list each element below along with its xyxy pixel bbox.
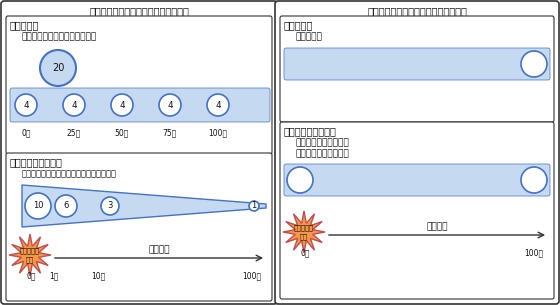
Text: 【従来法】: 【従来法】 — [10, 20, 39, 30]
Circle shape — [207, 94, 229, 116]
FancyBboxPatch shape — [275, 1, 559, 304]
Circle shape — [287, 167, 313, 193]
Polygon shape — [283, 211, 325, 253]
Text: 反復曘露（中−長期毒性、中程度−定用量）: 反復曘露（中−長期毒性、中程度−定用量） — [10, 93, 122, 102]
Text: 災害事故経験者を想定: 災害事故経験者を想定 — [296, 149, 350, 158]
Text: 発生: 発生 — [300, 234, 308, 240]
Circle shape — [521, 51, 547, 77]
Text: 【新たな評価手法】: 【新たな評価手法】 — [10, 157, 63, 167]
FancyBboxPatch shape — [284, 48, 550, 80]
FancyBboxPatch shape — [6, 16, 272, 154]
Text: 0日: 0日 — [21, 128, 31, 137]
Text: 4: 4 — [71, 101, 77, 109]
Text: 10日: 10日 — [91, 271, 105, 280]
FancyBboxPatch shape — [10, 88, 270, 122]
Text: 【従来法】: 【従来法】 — [284, 20, 314, 30]
Text: 【新たな評価手法】: 【新たな評価手法】 — [284, 126, 337, 136]
Text: 発生: 発生 — [26, 257, 34, 263]
Text: 10: 10 — [32, 202, 43, 210]
Text: 再曘露（曘露歴あり）: 再曘露（曘露歴あり） — [296, 138, 350, 147]
Text: 4: 4 — [167, 101, 173, 109]
Text: 曘露量の変動が与える健康影響の評価: 曘露量の変動が与える健康影響の評価 — [89, 6, 189, 16]
Circle shape — [63, 94, 85, 116]
Circle shape — [521, 167, 547, 193]
Text: 4: 4 — [119, 101, 125, 109]
Text: 曘露歴の有無が与える健康影響の評価: 曘露歴の有無が与える健康影響の評価 — [367, 6, 467, 16]
Polygon shape — [22, 185, 266, 227]
Circle shape — [159, 94, 181, 116]
Text: 災害・事故: 災害・事故 — [294, 225, 314, 231]
Text: 6: 6 — [63, 202, 69, 210]
Text: 20: 20 — [52, 63, 64, 73]
Text: 3: 3 — [108, 202, 113, 210]
Text: 4: 4 — [23, 101, 29, 109]
Circle shape — [15, 94, 37, 116]
Text: 25日: 25日 — [67, 128, 81, 137]
Text: 単回曘露（急性毒性、高用量）: 単回曘露（急性毒性、高用量） — [22, 32, 97, 41]
Circle shape — [111, 94, 133, 116]
Circle shape — [101, 197, 119, 215]
Text: 75日: 75日 — [163, 128, 177, 137]
Circle shape — [55, 195, 77, 217]
Text: 減衰曘露（曘露量が変動する場合の毒性）: 減衰曘露（曘露量が変動する場合の毒性） — [22, 169, 117, 178]
Text: 1: 1 — [251, 202, 256, 210]
Circle shape — [40, 50, 76, 86]
Text: 50日: 50日 — [115, 128, 129, 137]
FancyBboxPatch shape — [284, 164, 550, 196]
FancyBboxPatch shape — [6, 153, 272, 301]
Text: 時間経過: 時間経過 — [426, 222, 448, 231]
Text: 100日: 100日 — [524, 248, 544, 257]
Text: 0日: 0日 — [300, 248, 310, 257]
Text: 時間経過: 時間経過 — [148, 245, 170, 254]
FancyBboxPatch shape — [280, 16, 554, 122]
FancyBboxPatch shape — [1, 1, 277, 304]
Text: 1日: 1日 — [49, 271, 59, 280]
Text: 100日: 100日 — [208, 128, 227, 137]
Text: 災害・事故: 災害・事故 — [20, 248, 40, 254]
Circle shape — [249, 201, 259, 211]
Text: 4: 4 — [215, 101, 221, 109]
Text: 0日: 0日 — [26, 271, 36, 280]
Text: 100日: 100日 — [242, 271, 262, 280]
Circle shape — [25, 193, 51, 219]
FancyBboxPatch shape — [280, 122, 554, 299]
Text: 曘露歴なし: 曘露歴なし — [296, 32, 323, 41]
Polygon shape — [9, 234, 51, 276]
